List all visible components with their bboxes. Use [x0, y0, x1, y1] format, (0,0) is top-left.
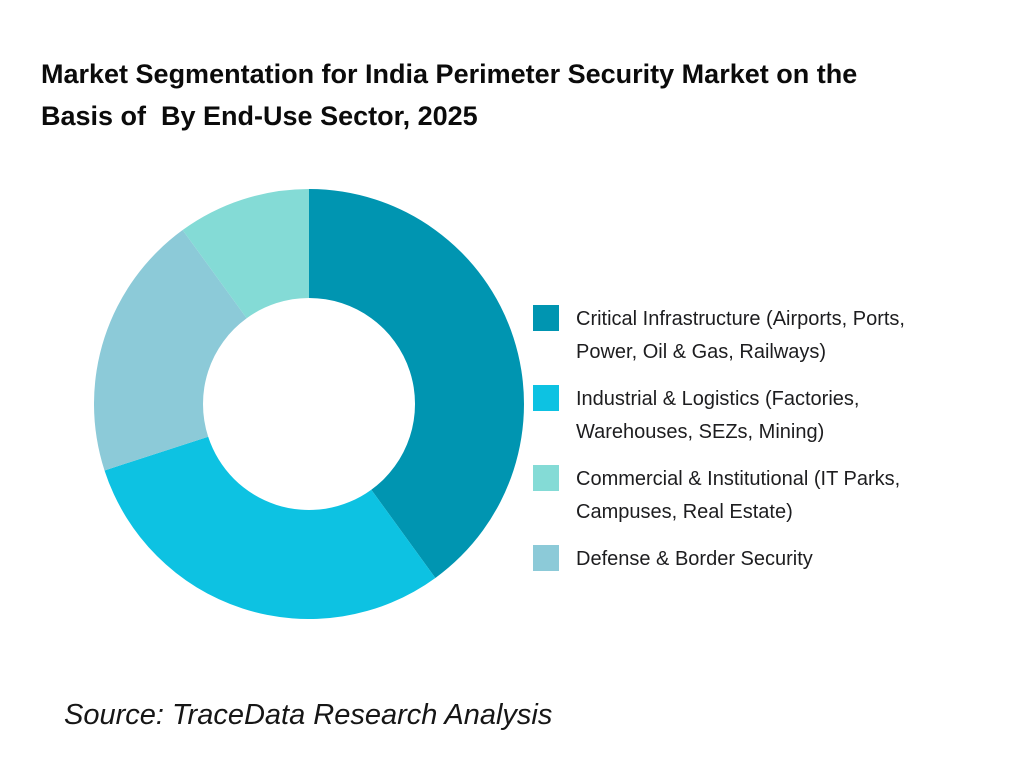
legend-swatch-icon — [533, 385, 559, 411]
legend-item-commercial-institutional: Commercial & Institutional (IT Parks, Ca… — [533, 463, 905, 528]
legend-label: Commercial & Institutional (IT Parks, Ca… — [576, 468, 901, 523]
legend-swatch-icon — [533, 465, 559, 491]
legend-label: Industrial & Logistics (Factories, Wareh… — [576, 388, 860, 443]
legend-label: Critical Infrastructure (Airports, Ports… — [576, 308, 905, 363]
donut-chart — [94, 189, 524, 619]
chart-title: Market Segmentation for India Perimeter … — [41, 59, 858, 131]
legend-label: Defense & Border Security — [576, 548, 813, 570]
donut-segment-3 — [182, 189, 309, 319]
donut-segment-2 — [94, 230, 247, 471]
legend-swatch-icon — [533, 305, 559, 331]
legend-item-critical-infrastructure: Critical Infrastructure (Airports, Ports… — [533, 303, 905, 368]
legend: Critical Infrastructure (Airports, Ports… — [533, 303, 905, 591]
donut-segment-0 — [309, 189, 524, 578]
donut-segment-1 — [104, 436, 436, 619]
source-note: Source: TraceData Research Analysis — [64, 699, 553, 731]
legend-item-defense-border-security: Defense & Border Security — [533, 543, 905, 576]
legend-item-industrial-logistics: Industrial & Logistics (Factories, Wareh… — [533, 383, 905, 448]
legend-swatch-icon — [533, 545, 559, 571]
